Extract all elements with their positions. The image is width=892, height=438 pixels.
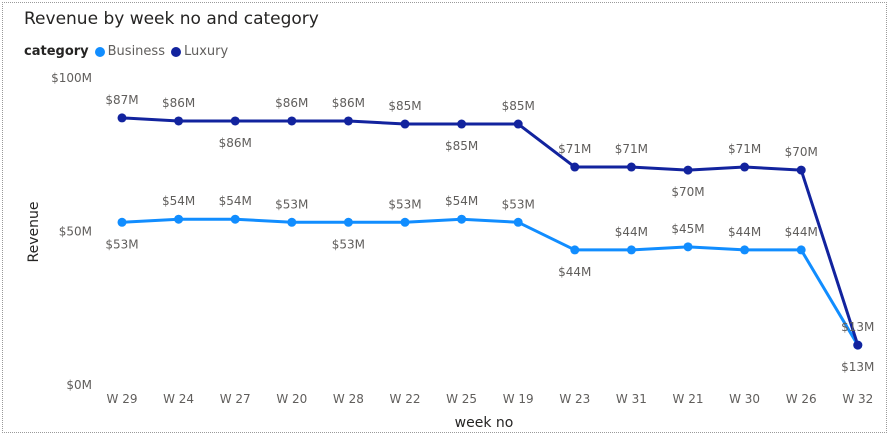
data-label-business: $54M [162,194,195,208]
x-tick-label: W 21 [673,392,704,406]
legend-label-luxury: Luxury [183,44,229,59]
data-label-business: $54M [445,194,478,208]
x-tick-label: W 25 [446,392,477,406]
data-label-luxury: $86M [275,96,308,110]
data-label-luxury: $70M [785,145,818,159]
point-business [796,245,806,255]
x-tick-label: W 32 [842,392,873,406]
y-tick-label: $0M [66,378,92,392]
point-business [117,217,127,227]
point-business [570,245,580,255]
data-label-luxury: $70M [671,185,704,199]
chart-title: Revenue by week no and category [24,9,319,29]
point-business [513,217,523,227]
point-luxury [796,165,806,175]
point-business [287,217,297,227]
data-label-business: $44M [785,225,818,239]
legend-item-luxury[interactable]: Luxury [170,44,229,59]
x-tick-label: W 31 [616,392,647,406]
x-tick-label: W 23 [559,392,590,406]
point-business [740,245,750,255]
point-luxury [740,162,750,172]
data-label-luxury: $85M [502,99,535,113]
legend-item-business[interactable]: Business [94,44,165,59]
x-tick-label: W 27 [220,392,251,406]
data-label-business: $53M [502,197,535,211]
legend-dot-business [94,46,105,57]
point-business [683,242,693,252]
x-tick-label: W 24 [163,392,194,406]
data-label-luxury: $13M [841,320,874,334]
data-label-luxury: $87M [105,93,138,107]
point-business [626,245,636,255]
point-luxury [230,116,240,126]
y-tick-label: $100M [51,71,92,85]
x-tick-label: W 29 [107,392,138,406]
data-label-business: $53M [105,237,138,251]
point-luxury [513,119,523,129]
y-axis: $0M $50M $100M [51,71,92,392]
point-luxury [343,116,353,126]
x-tick-label: W 30 [729,392,760,406]
series-points [117,113,863,350]
legend[interactable]: category Business Luxury [24,44,234,59]
x-tick-label: W 19 [503,392,534,406]
x-tick-label: W 26 [786,392,817,406]
series-lines [121,116,860,346]
line-luxury [121,116,860,346]
point-luxury [683,165,693,175]
x-axis: W 29 W 24 W 27 W 20 W 28 W 22 W 25 W 19 W 23 W 31… [107,392,874,406]
point-luxury [626,162,636,172]
data-label-business: $53M [388,197,421,211]
visual-frame [2,2,887,433]
legend-title: category [24,44,89,59]
point-luxury [174,116,184,126]
data-label-business: $53M [275,197,308,211]
y-axis-title: Revenue [26,202,42,263]
point-business [230,214,240,224]
point-luxury [570,162,580,172]
data-label-luxury: $71M [728,142,761,156]
data-label-luxury: $85M [388,99,421,113]
x-tick-label: W 22 [390,392,421,406]
data-label-business: $44M [558,265,591,279]
legend-label-business: Business [107,44,165,59]
point-business [343,217,353,227]
point-business [174,214,184,224]
x-tick-label: W 28 [333,392,364,406]
x-axis-title: week no [455,415,514,431]
legend-dot-luxury [170,46,181,57]
point-luxury [457,119,467,129]
data-label-business: $13M [841,360,874,374]
data-label-luxury: $71M [558,142,591,156]
point-luxury [287,116,297,126]
point-luxury [400,119,410,129]
point-business [457,214,467,224]
data-label-luxury: $86M [332,96,365,110]
data-label-business: $44M [615,225,648,239]
x-tick-label: W 20 [276,392,307,406]
point-luxury [117,113,127,123]
data-label-business: $54M [219,194,252,208]
data-label-luxury: $86M [162,96,195,110]
data-label-luxury: $85M [445,139,478,153]
data-labels: $53M $54M $54M $53M $53M $53M $54M $53M $44M $44M… [105,93,874,374]
data-label-business: $53M [332,237,365,251]
line-business [121,217,860,346]
data-label-business: $45M [671,222,704,236]
data-label-business: $44M [728,225,761,239]
y-tick-label: $50M [59,225,92,239]
data-label-luxury: $86M [219,136,252,150]
point-business [400,217,410,227]
point-luxury [853,340,863,350]
data-label-luxury: $71M [615,142,648,156]
